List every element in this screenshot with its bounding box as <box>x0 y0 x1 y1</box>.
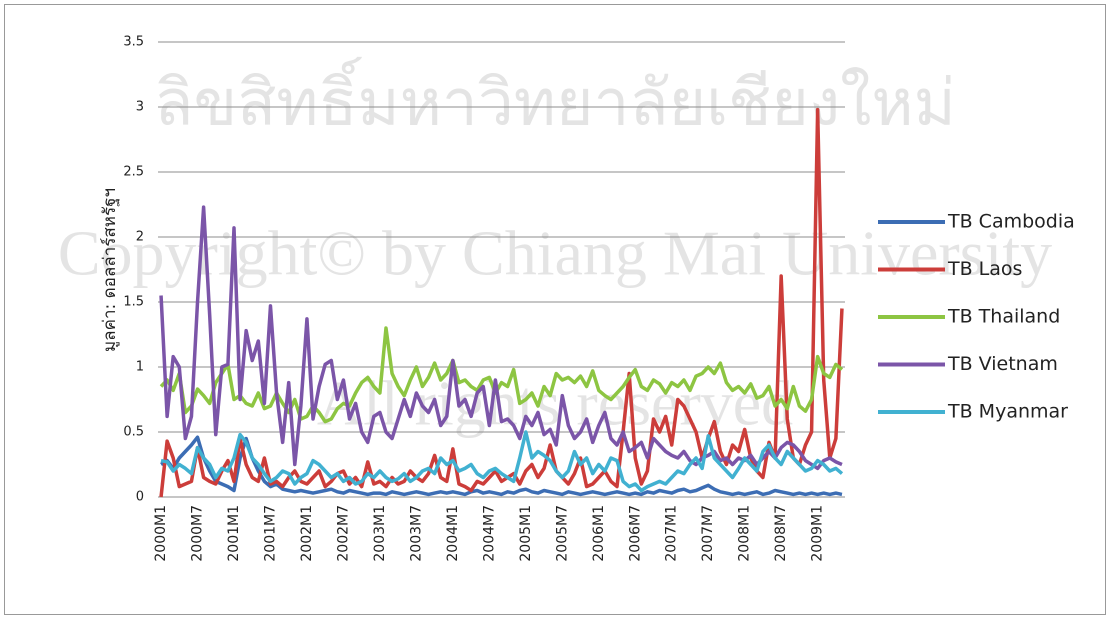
series-line <box>160 430 844 493</box>
legend-label: TB Thailand <box>947 306 1060 328</box>
series-line <box>159 205 843 471</box>
watermark: ลิขสิทธิ์มหาวิทยาลัยเชียงใหม่ <box>154 57 956 139</box>
legend-label: TB Myanmar <box>947 401 1068 423</box>
x-tick-label: 2007M1 <box>664 505 680 562</box>
x-tick-label: 2000M7 <box>190 505 206 562</box>
x-tick-label: 2008M7 <box>773 505 789 562</box>
series-line <box>159 326 844 424</box>
legend-label: TB Vietnam <box>947 353 1058 375</box>
y-tick-label: 2.5 <box>123 165 144 180</box>
x-tick-label: 2006M7 <box>627 505 643 562</box>
chart-border <box>4 4 1106 615</box>
x-tick-label: 2005M7 <box>554 505 570 562</box>
x-tick-label: 2004M7 <box>481 505 497 562</box>
x-tick-label: 2007M7 <box>700 505 716 562</box>
legend-label: TB Laos <box>947 258 1022 280</box>
y-axis-label: มูลค่า: ดอลล่าร์สหรัฐฯ <box>100 188 120 352</box>
x-tick-label: 2003M7 <box>408 505 424 562</box>
y-tick-label: 1 <box>136 360 144 375</box>
series-line <box>160 435 843 497</box>
x-tick-label: 2002M1 <box>299 505 315 562</box>
x-tick-label: 2005M1 <box>518 505 534 562</box>
legend-label: TB Cambodia <box>947 211 1075 233</box>
y-tick-label: 1.5 <box>123 295 144 310</box>
x-tick-label: 2003M1 <box>372 505 388 562</box>
y-tick-label: 0.5 <box>123 425 144 440</box>
series-line <box>159 107 844 498</box>
x-tick-label: 2000M1 <box>153 505 169 562</box>
x-tick-label: 2004M1 <box>445 505 461 562</box>
x-tick-label: 2008M1 <box>737 505 753 562</box>
x-tick-label: 2002M7 <box>335 505 351 562</box>
x-tick-label: 2001M7 <box>262 505 278 562</box>
y-tick-label: 2 <box>136 230 144 245</box>
y-tick-label: 3 <box>136 100 144 115</box>
x-tick-label: 2006M1 <box>591 505 607 562</box>
y-tick-label: 3.5 <box>123 35 144 50</box>
x-tick-label: 2001M1 <box>226 505 242 562</box>
x-tick-label: 2009M1 <box>810 505 826 562</box>
watermark: Copyright© by Chiang Mai University <box>58 218 1052 289</box>
y-tick-label: 0 <box>136 490 144 505</box>
